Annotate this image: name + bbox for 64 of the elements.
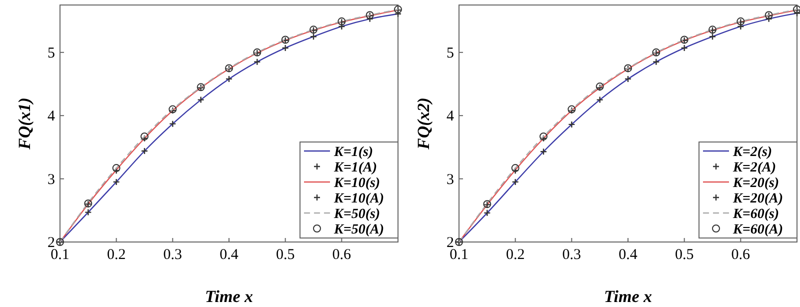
legend-label: K=2(A) bbox=[732, 160, 776, 176]
point bbox=[652, 58, 660, 66]
point bbox=[84, 208, 92, 216]
y-axis-title: FQ(x2) bbox=[414, 98, 433, 150]
legend-label: K=10(s) bbox=[333, 176, 380, 191]
point bbox=[512, 166, 519, 174]
y-axis-title: FQ(x1) bbox=[15, 98, 34, 150]
x-tick-label: 0.5 bbox=[674, 247, 694, 263]
legend-label: K=60(s) bbox=[732, 207, 780, 222]
legend-label: K=1(s) bbox=[333, 145, 374, 160]
y-tick-label: 4 bbox=[446, 108, 454, 125]
y-tick-label: 5 bbox=[446, 45, 454, 62]
y-tick-label: 4 bbox=[48, 108, 56, 125]
legend-label: K=50(A) bbox=[333, 222, 384, 238]
legend-label: K=50(s) bbox=[333, 207, 380, 222]
point bbox=[197, 96, 204, 104]
point bbox=[310, 33, 318, 40]
legend-label: K=1(A) bbox=[333, 160, 377, 176]
y-tick-label: 3 bbox=[446, 172, 454, 188]
x-tick-label: 0.2 bbox=[106, 247, 126, 263]
point bbox=[140, 134, 148, 142]
x-tick-label: 0.4 bbox=[618, 247, 638, 263]
point bbox=[484, 209, 491, 217]
point bbox=[624, 75, 632, 83]
point bbox=[793, 10, 800, 17]
point bbox=[282, 44, 289, 52]
x-axis-title: Time x bbox=[205, 287, 254, 306]
y-tick-label: 5 bbox=[48, 45, 55, 62]
point bbox=[169, 120, 176, 128]
point bbox=[140, 147, 148, 155]
legend-label: K=2(s) bbox=[732, 145, 772, 160]
x-tick-label: 0.4 bbox=[220, 247, 239, 263]
point bbox=[112, 166, 120, 174]
point bbox=[254, 58, 261, 66]
x-tick-label: 0.3 bbox=[163, 247, 182, 263]
x-axis-title: Time x bbox=[604, 287, 652, 306]
point bbox=[737, 22, 744, 30]
y-tick-label: 3 bbox=[48, 172, 55, 188]
point bbox=[540, 134, 548, 142]
x-tick-label: 0.6 bbox=[731, 247, 751, 263]
x-tick-label: 0.1 bbox=[50, 247, 70, 263]
point bbox=[540, 148, 548, 156]
x-tick-label: 0.3 bbox=[562, 247, 582, 263]
x-tick-label: 0.2 bbox=[506, 247, 525, 263]
legend-label: K=10(A) bbox=[333, 192, 384, 206]
point bbox=[596, 96, 604, 104]
legend-label: K=60(A) bbox=[732, 222, 783, 238]
point bbox=[338, 22, 346, 30]
point bbox=[394, 10, 402, 18]
point bbox=[225, 75, 233, 83]
x-tick-label: 0.5 bbox=[276, 247, 295, 263]
point bbox=[680, 44, 688, 52]
legend-label: K=20(A) bbox=[732, 192, 783, 206]
point bbox=[112, 164, 120, 172]
point bbox=[511, 164, 520, 172]
point bbox=[512, 178, 519, 186]
point bbox=[112, 178, 120, 186]
legend-label: K=20(s) bbox=[732, 176, 780, 191]
x-tick-label: 0.6 bbox=[332, 247, 352, 263]
point bbox=[540, 132, 548, 140]
point bbox=[708, 33, 716, 40]
x-tick-label: 0.1 bbox=[450, 247, 468, 263]
point bbox=[140, 132, 148, 140]
point bbox=[568, 120, 576, 128]
